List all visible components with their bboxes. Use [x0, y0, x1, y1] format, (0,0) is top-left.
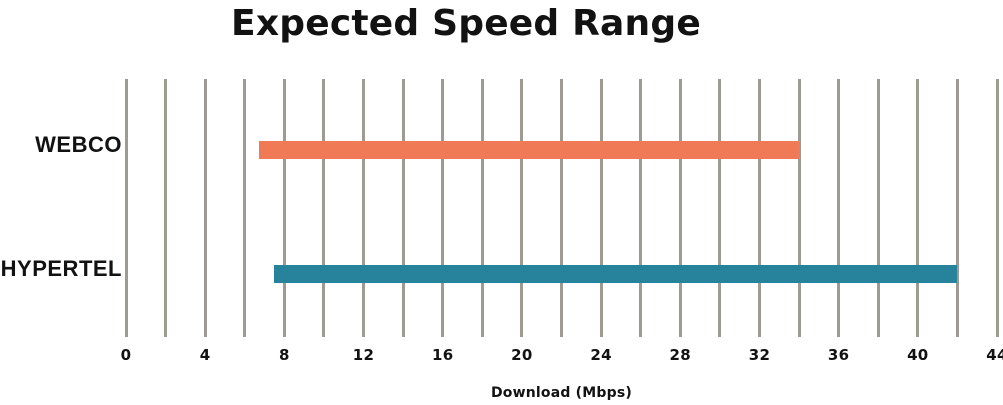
x-tick-label: 36 [827, 346, 850, 364]
x-gridline [837, 79, 841, 337]
category-axis: WEBCO HYPERTEL [0, 79, 122, 337]
x-tick-label: 32 [748, 346, 771, 364]
x-gridline [282, 79, 286, 337]
x-gridline [995, 79, 999, 337]
range-bar-hypertel [274, 264, 958, 283]
x-tick-label: 28 [669, 346, 692, 364]
x-gridline [243, 79, 247, 337]
x-gridline [916, 79, 920, 337]
x-gridline [124, 79, 128, 337]
x-tick-label: 44 [986, 346, 1003, 364]
x-gridline [560, 79, 563, 337]
x-tick-label: 4 [199, 346, 211, 364]
x-tick-label: 12 [352, 346, 375, 364]
x-gridline [441, 79, 445, 337]
x-gridline [203, 79, 207, 337]
category-label-hypertel: HYPERTEL [0, 255, 122, 281]
x-axis-label: Download (Mbps) [490, 385, 632, 401]
x-tick-label: 40 [907, 346, 929, 364]
x-gridline [362, 79, 366, 337]
x-gridline [401, 79, 405, 337]
x-tick-label: 8 [278, 346, 290, 364]
x-gridline [876, 79, 880, 337]
range-bar-webco [258, 141, 800, 159]
x-tick-label: 16 [431, 346, 454, 364]
x-gridline [639, 79, 643, 337]
x-gridline [599, 79, 603, 337]
category-label-webco: WEBCO [35, 132, 122, 157]
x-gridline [520, 79, 524, 337]
x-gridline [678, 79, 682, 337]
x-gridline [322, 79, 326, 337]
x-tick-label: 0 [120, 346, 132, 364]
chart-title: Expected Speed Range [231, 3, 701, 44]
x-gridline [797, 79, 801, 337]
x-axis-ticks: 0 4 8 12 16 20 24 28 32 36 40 44 [121, 346, 1003, 364]
plot-area [124, 79, 999, 337]
x-gridline [955, 79, 959, 337]
x-tick-label: 24 [590, 346, 612, 364]
x-gridline [718, 79, 722, 337]
x-tick-label: 20 [511, 346, 533, 364]
x-gridline [480, 79, 484, 337]
x-gridline [164, 79, 168, 337]
x-gridline [757, 79, 761, 337]
